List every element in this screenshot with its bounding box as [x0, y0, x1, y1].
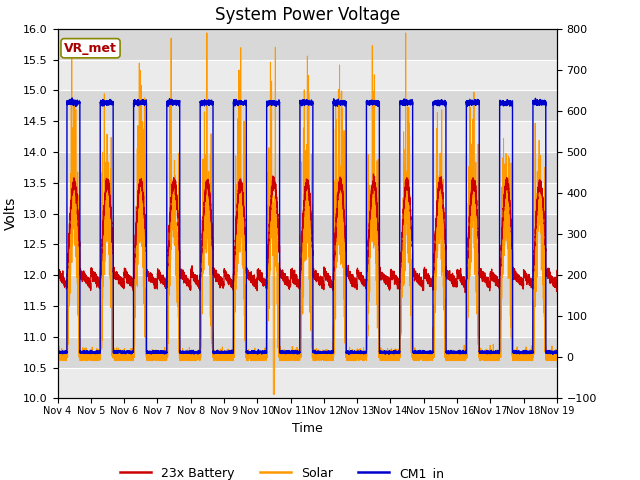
- X-axis label: Time: Time: [292, 421, 323, 434]
- Bar: [58, 306, 557, 337]
- Bar: [58, 275, 557, 306]
- Bar: [58, 29, 557, 60]
- Bar: [58, 214, 557, 244]
- Y-axis label: Volts: Volts: [4, 197, 17, 230]
- Bar: [58, 152, 557, 183]
- Bar: [58, 368, 557, 398]
- Legend: 23x Battery, Solar, CM1_in: 23x Battery, Solar, CM1_in: [115, 462, 449, 480]
- Bar: [58, 183, 557, 214]
- Bar: [58, 60, 557, 90]
- Bar: [58, 90, 557, 121]
- Text: VR_met: VR_met: [64, 42, 117, 55]
- Bar: [58, 121, 557, 152]
- Bar: [58, 337, 557, 368]
- Title: System Power Voltage: System Power Voltage: [214, 6, 400, 24]
- Bar: [58, 244, 557, 275]
